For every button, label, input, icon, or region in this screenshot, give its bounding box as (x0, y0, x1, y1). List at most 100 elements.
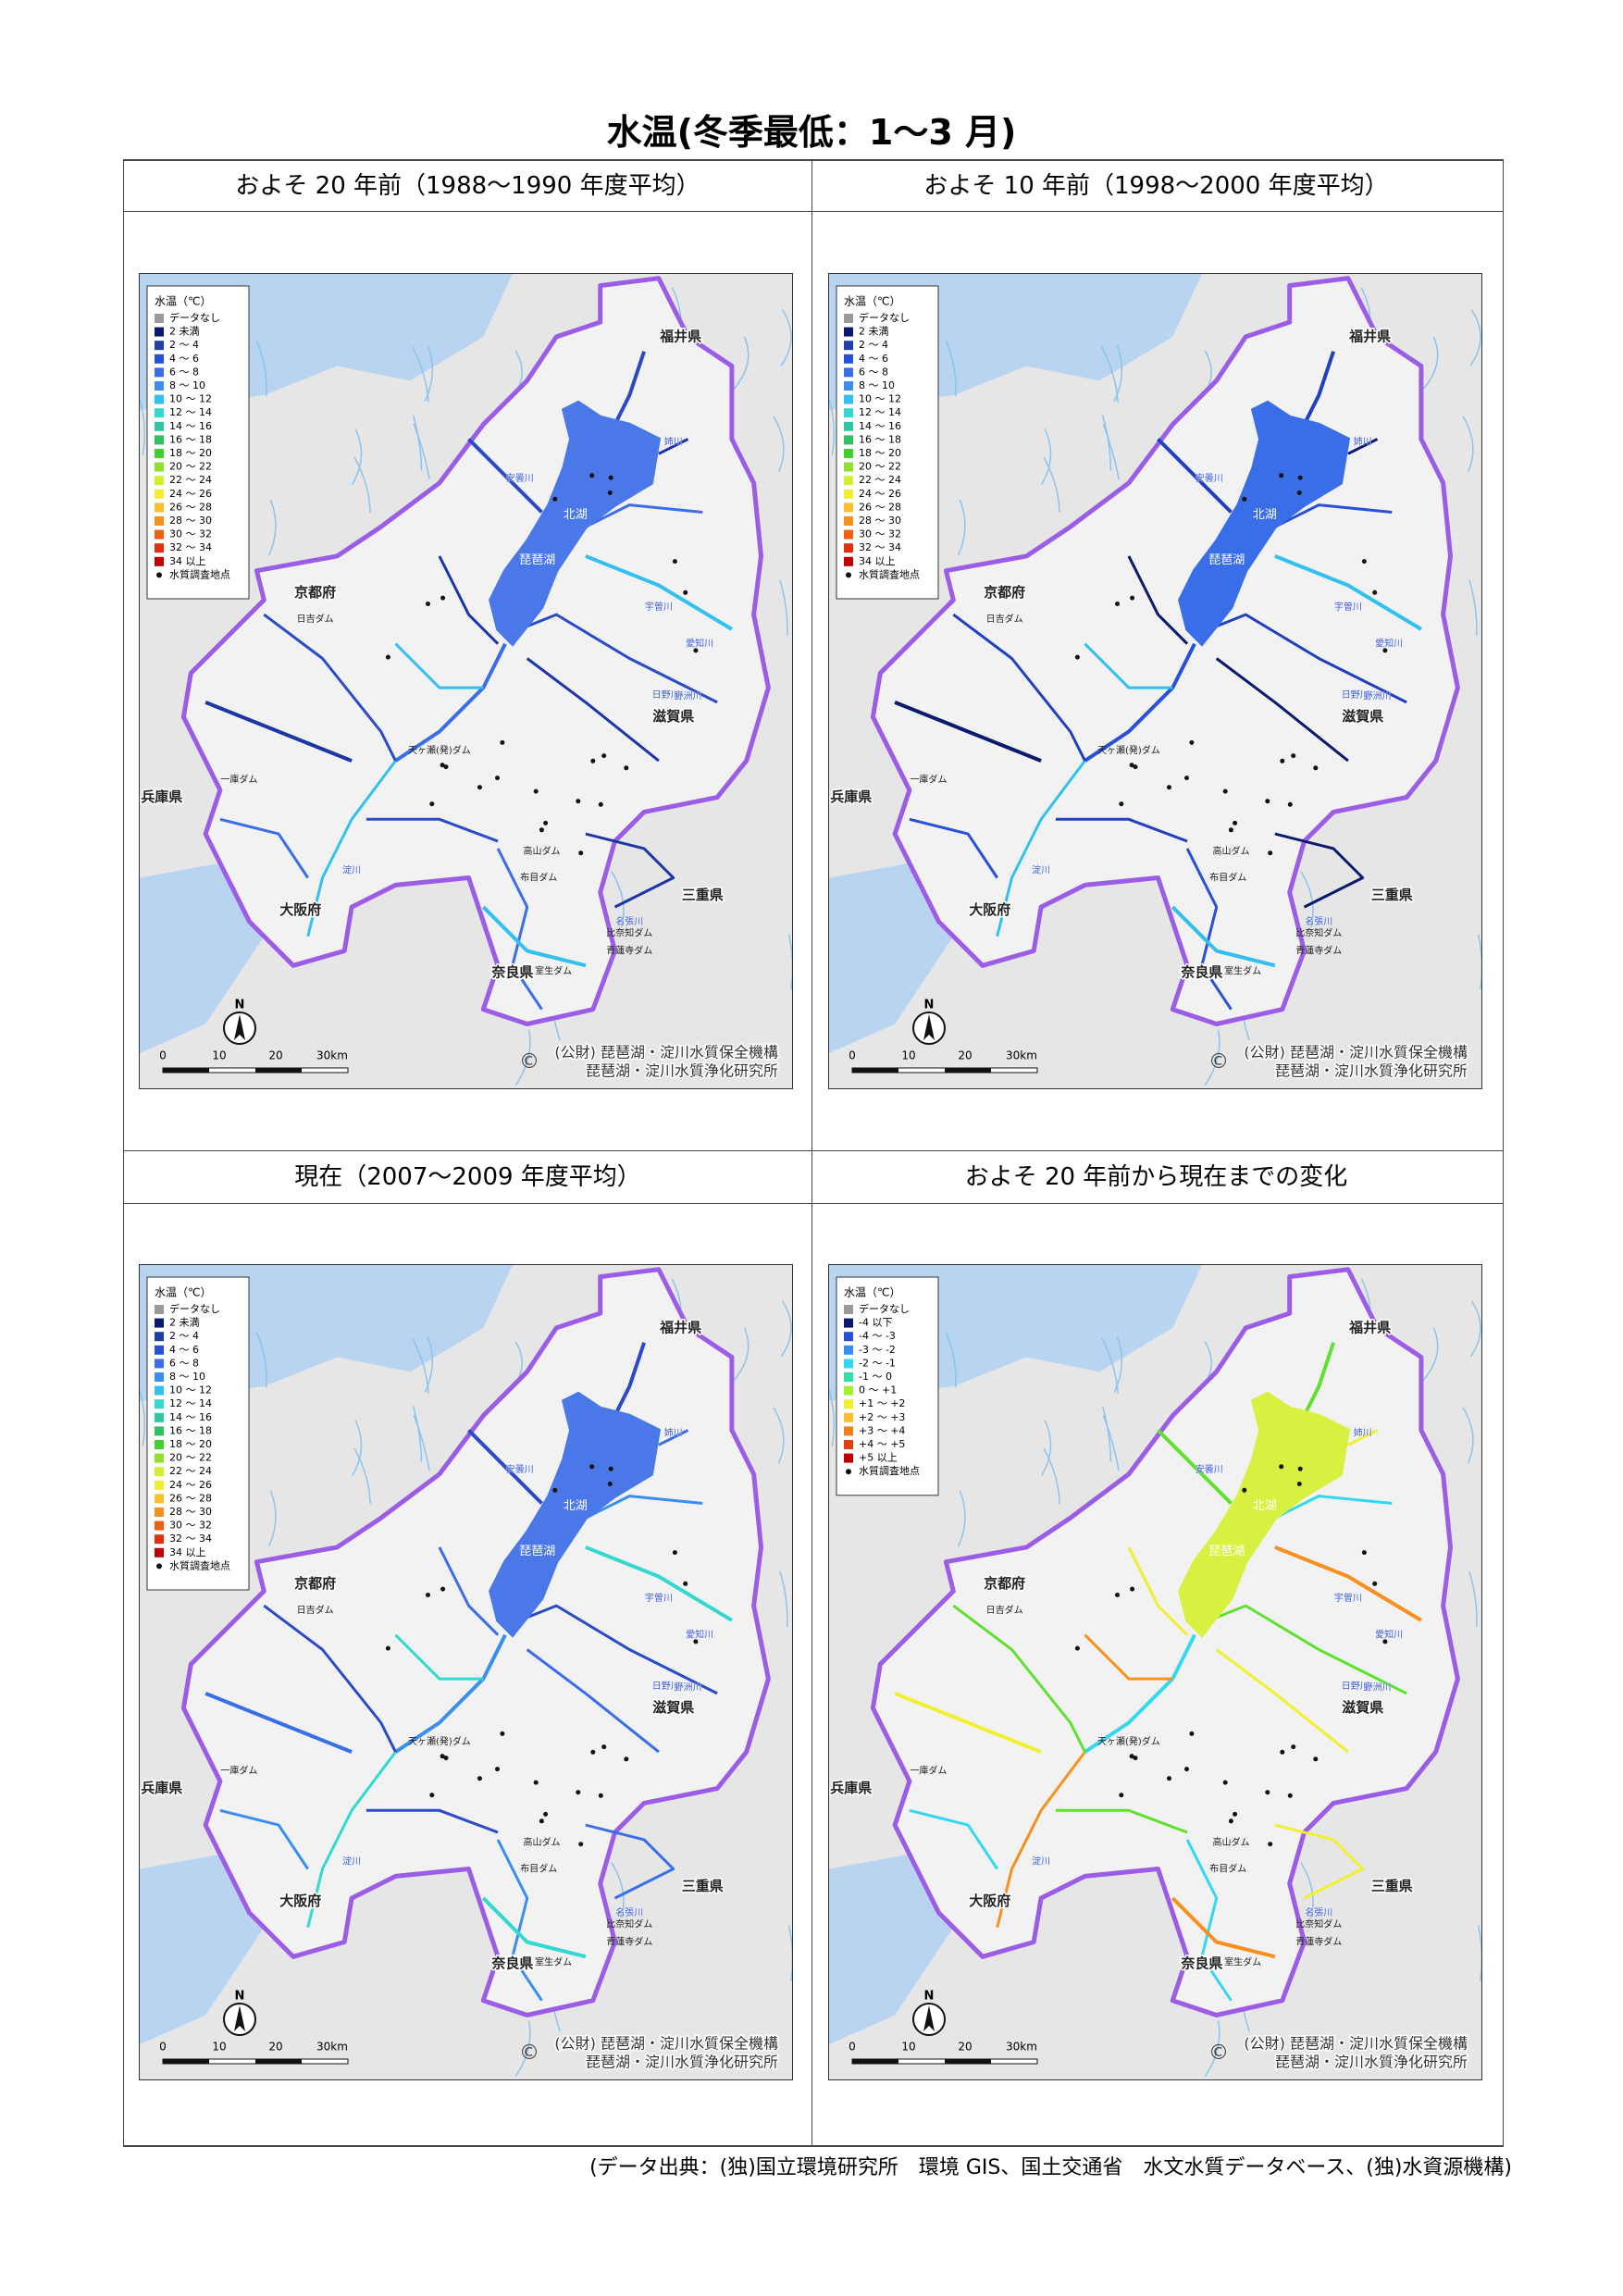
legend-label: 14 〜 16 (169, 420, 212, 432)
survey-point (1280, 758, 1285, 763)
legend-label: 26 〜 28 (169, 501, 212, 513)
outside-river (1113, 345, 1122, 402)
outside-river (140, 1390, 146, 1446)
river (909, 1808, 998, 1870)
legend-title: 水温（℃） (155, 1286, 211, 1299)
river (263, 613, 397, 762)
outside-river (1113, 1336, 1122, 1393)
legend-swatch (155, 435, 164, 445)
legend-swatch (155, 1332, 164, 1342)
river (585, 1823, 675, 1900)
place-label: 京都府 (294, 584, 336, 601)
river (1127, 1546, 1189, 1636)
legend-swatch (155, 529, 164, 540)
outside-river (611, 871, 625, 927)
legend-swatch (844, 367, 853, 378)
legend-label: 18 〜 20 (859, 447, 901, 459)
legend-label: 34 以上 (169, 555, 206, 567)
legend-label: 4 〜 6 (169, 1344, 199, 1356)
survey-point (1361, 559, 1367, 565)
legend-label: 30 〜 32 (169, 528, 212, 540)
panel-heading: およそ 10 年前（1998〜2000 年度平均） (923, 172, 1389, 200)
survey-point (1279, 473, 1284, 478)
legend-swatch (844, 1399, 853, 1409)
river (1208, 1604, 1407, 1695)
river (952, 1604, 1086, 1753)
legend-label: -1 〜 0 (859, 1371, 892, 1383)
place-label: 室生ダム (1224, 965, 1261, 977)
outside-river (1300, 871, 1314, 927)
source-note: (データ出典：(独)国立環境研究所 環境 GIS、国土交通省 水文水質データベー… (589, 2156, 1512, 2179)
outside-river (412, 1337, 429, 1394)
outside-river (514, 2020, 531, 2078)
place-label: 滋賀県 (652, 1699, 694, 1716)
place-label: 兵庫県 (141, 1780, 182, 1796)
legend-swatch (844, 529, 853, 540)
survey-point (385, 1645, 390, 1651)
outside-river (787, 1925, 792, 1981)
outside-river (779, 579, 788, 637)
outside-river (1419, 336, 1439, 393)
legend-swatch (155, 367, 164, 378)
river (526, 1648, 660, 1754)
legend-swatch (844, 1385, 853, 1396)
legend-swatch (155, 543, 164, 553)
copyright: © (1208, 2042, 1229, 2065)
place-label: 比奈知ダム (606, 1918, 652, 1930)
outside-river (1477, 1925, 1481, 1981)
legend-label: 24 〜 26 (169, 1479, 212, 1491)
river (496, 1839, 543, 2002)
legend-label: 12 〜 14 (859, 406, 901, 418)
outside-river (945, 1332, 957, 1388)
credit: 琵琶湖・淀川水質浄化研究所 (1275, 2054, 1468, 2071)
place-label: 兵庫県 (830, 1780, 872, 1796)
river (1215, 1648, 1349, 1754)
table-border (123, 1150, 1504, 1151)
survey-point (1119, 801, 1124, 807)
place-label: 布目ダム (1209, 1863, 1246, 1875)
outside-river (957, 499, 966, 556)
survey-point (429, 801, 435, 807)
survey-point (578, 850, 584, 856)
place-label: 日吉ダム (986, 613, 1023, 625)
place-label: 青蓮寺ダム (606, 945, 652, 957)
legend-label: 2 未満 (169, 326, 200, 338)
legend-swatch (155, 1494, 164, 1504)
legend-label: 2 〜 4 (859, 339, 888, 351)
legend-label: 16 〜 18 (169, 1424, 212, 1436)
legend-label: 8 〜 10 (169, 379, 205, 391)
table-border (123, 159, 1504, 161)
outside-river (424, 345, 433, 402)
legend-swatch (155, 1412, 164, 1422)
place-label: 名張川 (615, 1906, 643, 1918)
place-label: 大阪府 (279, 901, 321, 918)
survey-point (624, 765, 629, 771)
river (481, 905, 587, 968)
legend-swatch (844, 1372, 853, 1382)
outside-river (1043, 1447, 1060, 1505)
river (219, 817, 309, 879)
survey-point (1167, 1776, 1171, 1781)
scale-bar (852, 2059, 898, 2064)
survey-point (578, 1842, 584, 1847)
place-label: 三重県 (682, 1878, 724, 1894)
survey-point (607, 1482, 613, 1486)
copyright: © (1208, 1050, 1229, 1074)
outside-river (1101, 1406, 1112, 1462)
river (996, 1751, 1086, 1929)
outside-river (829, 1390, 836, 1446)
legend-swatch (844, 503, 853, 513)
place-label: 京都府 (984, 584, 1025, 601)
credit: (公財) 琵琶湖・淀川水質保全機構 (554, 2035, 778, 2053)
place-label: 姉川 (1354, 1427, 1372, 1439)
legend-label: 14 〜 16 (859, 420, 901, 432)
survey-point (385, 654, 390, 660)
legend-label: 水質調査地点 (859, 567, 920, 580)
legend-swatch (844, 381, 853, 391)
place-label: 天ヶ瀬(発)ダム (1097, 1735, 1160, 1747)
river (952, 613, 1086, 762)
river (306, 1751, 397, 1929)
scale-label: 20 (958, 1049, 972, 1062)
